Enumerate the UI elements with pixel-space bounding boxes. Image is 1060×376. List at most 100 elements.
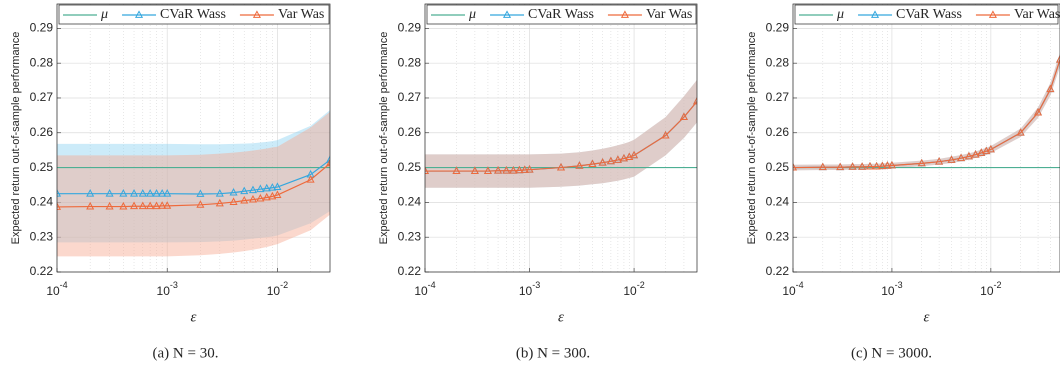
x-tick-base: 10: [782, 284, 796, 298]
marker: [625, 152, 634, 161]
x-tick-base: 10: [519, 284, 533, 298]
marker: [556, 162, 566, 171]
x-tick-exponent: -3: [895, 280, 903, 290]
x-axis-label: ε: [924, 309, 930, 325]
panel: 10-4 10-3 10-20.220.230.240.250.260.270.28…: [378, 3, 698, 361]
marker: [163, 201, 172, 209]
legend-marker: [620, 10, 629, 18]
marker: [515, 165, 524, 174]
marker: [598, 158, 607, 166]
legend-label: Var Was: [278, 7, 324, 22]
y-tick-label: 0.27: [30, 90, 54, 104]
marker: [971, 150, 980, 158]
x-tick-base: 10: [46, 284, 60, 298]
x-axis-label: ε: [558, 309, 564, 325]
x-tick-exponent: -3: [170, 280, 178, 290]
legend-label: CVaR Wass: [528, 7, 594, 22]
marker: [679, 112, 688, 121]
y-tick-label: 0.29: [398, 21, 422, 35]
y-tick-label: 0.27: [398, 90, 422, 104]
legend-marker: [502, 10, 512, 18]
marker: [865, 161, 875, 170]
legend-box: [426, 4, 697, 25]
y-tick-label: 0.23: [30, 229, 54, 243]
marker: [119, 189, 128, 197]
x-tick-base: 10: [623, 284, 637, 298]
caption: (b) N = 300.: [516, 345, 590, 361]
y-tick-label: 0.26: [398, 125, 422, 139]
marker: [262, 192, 271, 201]
marker: [152, 189, 161, 197]
y-tick-label: 0.25: [398, 160, 422, 174]
y-tick-label: 0.25: [766, 160, 790, 174]
x-tick-exponent: -2: [637, 280, 645, 290]
marker: [119, 201, 128, 210]
marker: [887, 160, 896, 169]
marker: [240, 186, 249, 195]
marker: [105, 201, 114, 210]
marker: [152, 201, 161, 210]
y-tick-label: 0.24: [398, 195, 422, 209]
marker: [325, 155, 330, 163]
x-tick-label: 10-3: [519, 280, 540, 298]
marker: [986, 144, 995, 153]
x-tick-exponent: -3: [532, 280, 540, 290]
marker: [848, 162, 857, 170]
x-tick-exponent: -4: [60, 280, 68, 290]
marker: [425, 166, 430, 174]
x-tick-label: 10-3: [157, 280, 178, 298]
x-tick-exponent: -2: [280, 280, 288, 290]
marker: [606, 156, 615, 165]
x-tick-label: 10-3: [881, 280, 902, 298]
plot-area: [57, 4, 330, 272]
panel: 10-4 10-3 10-20.220.230.240.250.260.270.28…: [746, 3, 1060, 361]
legend-marker: [870, 10, 880, 18]
marker: [509, 166, 518, 174]
y-tick-label: 0.28: [766, 55, 790, 69]
marker: [661, 130, 670, 139]
legend-marker: [134, 10, 144, 18]
x-tick-label: 10-2: [623, 280, 644, 298]
marker: [240, 195, 249, 204]
marker: [858, 162, 867, 170]
marker: [268, 183, 277, 191]
marker: [306, 175, 315, 183]
y-axis-label: Expected return out-of-sample performanc…: [378, 32, 390, 245]
y-tick-label: 0.26: [766, 125, 790, 139]
data-layer: [57, 110, 330, 257]
legend-marker: [988, 10, 997, 18]
axes-frame: [792, 3, 1060, 273]
marker: [158, 201, 167, 209]
legend-label: μ: [468, 7, 476, 22]
x-axis-label: ε: [191, 309, 197, 325]
marker: [917, 158, 926, 167]
x-tick-base: 10: [980, 284, 994, 298]
marker: [86, 189, 95, 197]
marker: [163, 189, 172, 197]
marker: [196, 200, 205, 208]
y-tick-label: 0.25: [30, 160, 54, 174]
marker: [470, 166, 479, 174]
marker: [138, 189, 147, 197]
y-tick-label: 0.29: [766, 21, 790, 35]
y-tick-label: 0.24: [766, 195, 790, 209]
legend-box: [794, 4, 1059, 25]
marker: [483, 166, 492, 174]
y-tick-label: 0.29: [30, 21, 54, 35]
legend: μ CVaR Wass Var Was: [794, 4, 1060, 25]
marker: [575, 161, 584, 169]
marker: [957, 153, 966, 162]
marker: [692, 96, 697, 105]
y-tick-label: 0.23: [398, 229, 422, 243]
caption: (a) N = 30.: [153, 345, 219, 361]
legend-label: μ: [100, 7, 108, 22]
marker: [256, 193, 265, 202]
y-tick-label: 0.28: [30, 55, 54, 69]
legend-label: CVaR Wass: [896, 7, 962, 22]
x-tick-base: 10: [414, 284, 428, 298]
marker: [1046, 84, 1055, 93]
marker: [613, 155, 622, 163]
axes-frame: [56, 3, 331, 273]
marker: [325, 158, 330, 167]
